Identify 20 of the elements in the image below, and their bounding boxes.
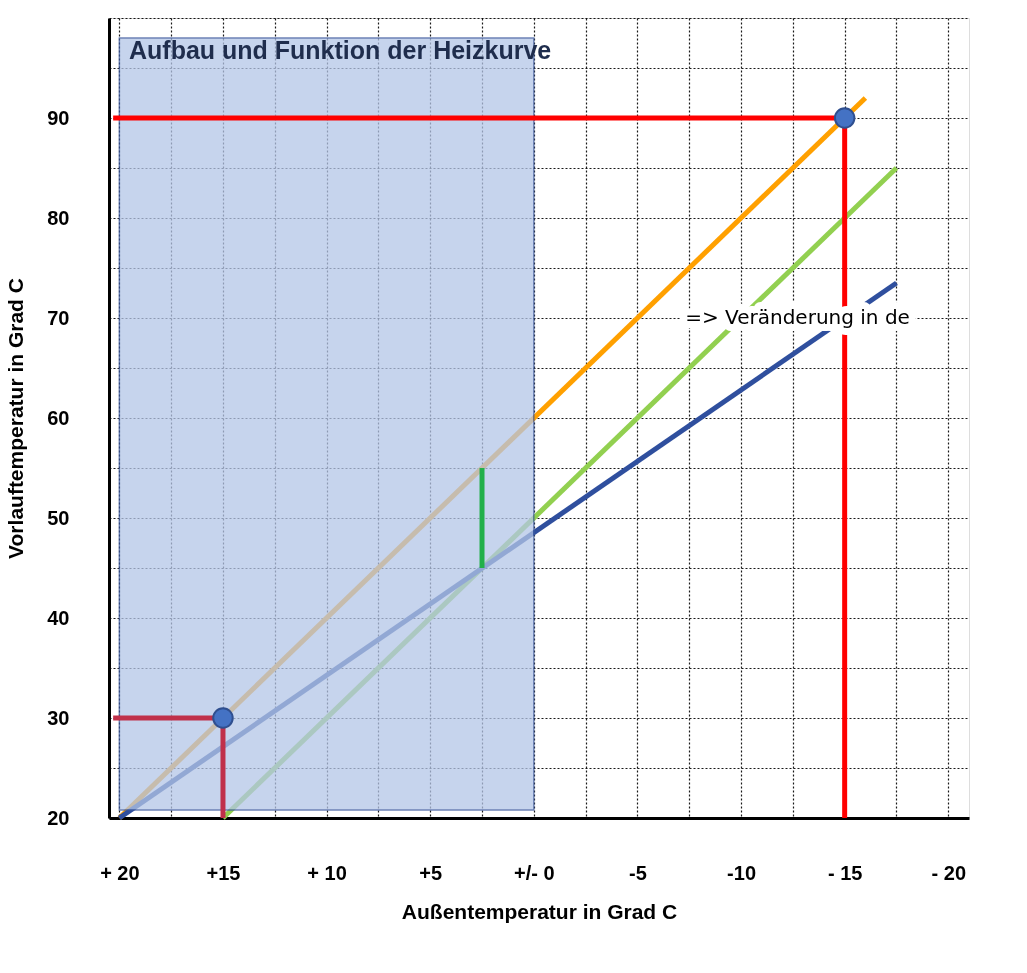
- x-tick-label: -10: [727, 861, 756, 884]
- x-tick-label: -5: [629, 861, 647, 884]
- y-tick-label: 90: [47, 106, 70, 129]
- y-tick-label: 80: [47, 206, 70, 229]
- x-tick-label: - 15: [827, 861, 863, 884]
- y-tick-label: 50: [47, 506, 70, 529]
- y-tick-label: 30: [47, 706, 70, 729]
- y-tick-label: 20: [47, 806, 70, 829]
- text: Aufbau und Funktion der Heizkurve: [129, 36, 552, 64]
- x-tick-label: +/- 0: [514, 861, 555, 884]
- y-axis-title: Vorlauftemperatur in Grad C: [4, 278, 28, 559]
- x-tick-label: +5: [419, 861, 443, 884]
- y-tick-label: 70: [47, 306, 70, 329]
- y-tick-label: 40: [47, 606, 70, 629]
- x-tick-label: +15: [206, 861, 241, 884]
- x-tick-label: - 20: [931, 861, 967, 884]
- x-tick-label: + 10: [307, 861, 347, 884]
- y-tick-label: 60: [47, 406, 70, 429]
- x-tick-label: + 20: [100, 861, 140, 884]
- x-axis-title: Außentemperatur in Grad C: [401, 899, 678, 923]
